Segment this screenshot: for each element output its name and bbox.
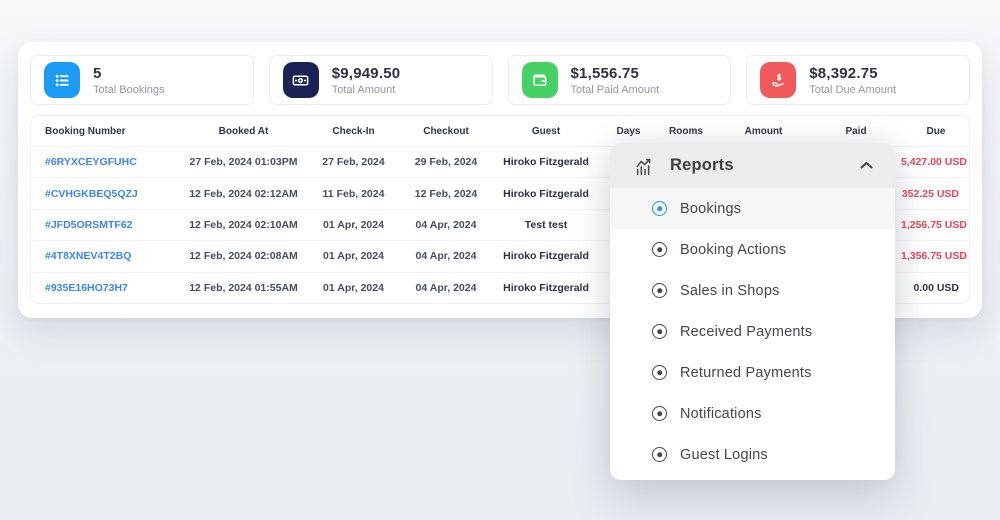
radio-dot-icon (652, 406, 667, 421)
dropdown-menu-item[interactable]: Booking Actions (610, 229, 895, 270)
booked-at-cell: 12 Feb, 2024 02:12AM (189, 187, 298, 200)
stat-card-total-amount: $9,949.50 Total Amount (268, 55, 493, 105)
dropdown-item-label: Notifications (680, 405, 762, 422)
dropdown-item-label: Returned Payments (680, 364, 812, 381)
stat-card-total-due: $8,392.75 Total Due Amount (746, 55, 970, 105)
radio-dot-icon (652, 242, 667, 257)
due-cell: 1,356.75 USD (901, 250, 967, 263)
dropdown-item-label: Booking Actions (680, 241, 787, 258)
dropdown-item-label: Sales in Shops (680, 282, 780, 299)
checkout-cell: 04 Apr, 2024 (415, 218, 477, 231)
due-cell: 352.25 USD (901, 187, 959, 200)
checkout-cell: 12 Feb, 2024 (414, 187, 478, 200)
table-column-header: Booking Number (45, 126, 126, 137)
table-column-header: Guest (531, 126, 561, 137)
table-row: #CVHGKBEQ5QZJ 12 Feb, 2024 02:12AM 11 Fe… (31, 177, 969, 208)
check-in-cell: 01 Apr, 2024 (323, 281, 384, 294)
dropdown-menu-item[interactable]: Sales in Shops (610, 270, 895, 311)
table-column-header: Amount (744, 126, 783, 137)
booking-number-link[interactable]: #6RYXCEYGFUHC (45, 156, 137, 169)
dropdown-item-label: Bookings (680, 200, 742, 217)
guest-cell: Hiroko Fitzgerald (503, 250, 589, 263)
table-body: #6RYXCEYGFUHC 27 Feb, 2024 01:03PM 27 Fe… (31, 146, 969, 303)
radio-dot-icon (652, 365, 667, 380)
stat-value: $9,949.50 (331, 64, 401, 82)
booked-at-cell: 12 Feb, 2024 02:08AM (189, 250, 298, 263)
booking-number-link[interactable]: #JFD5ORSMTF62 (45, 218, 133, 231)
stat-value: 5 (93, 64, 102, 82)
stat-card-total-paid: $1,556.75 Total Paid Amount (507, 55, 732, 105)
guest-cell: Test test (524, 218, 568, 231)
radio-dot-icon (652, 324, 667, 339)
guest-cell: Hiroko Fitzgerald (503, 187, 589, 200)
table-column-header: Check-In (332, 126, 375, 137)
table-column-header: Rooms (669, 126, 703, 137)
stat-value: $1,556.75 (570, 64, 640, 82)
chart-icon (634, 155, 656, 177)
list-icon (44, 62, 80, 98)
table-row: #935E16HO73H7 12 Feb, 2024 01:55AM 01 Ap… (31, 271, 969, 303)
hand-dollar-icon (760, 62, 797, 98)
dropdown-menu-item[interactable]: Returned Payments (610, 352, 895, 393)
table-row: #4T8XNEV4T2BQ 12 Feb, 2024 02:08AM 01 Ap… (31, 240, 969, 271)
wallet-icon (521, 62, 558, 98)
table-column-header: Paid (845, 126, 867, 137)
booked-at-cell: 12 Feb, 2024 01:55AM (189, 281, 298, 294)
stats-row: 5 Total Bookings $9,949.50 Total Amount (18, 42, 982, 115)
check-in-cell: 01 Apr, 2024 (323, 250, 384, 263)
dropdown-menu-item[interactable]: Received Payments (610, 311, 895, 352)
table-row: #JFD5ORSMTF62 12 Feb, 2024 02:10AM 01 Ap… (31, 208, 969, 240)
stat-label: Total Due Amount (809, 83, 897, 96)
dropdown-menu-item[interactable]: Notifications (610, 393, 895, 434)
booking-number-link[interactable]: #4T8XNEV4T2BQ (45, 250, 132, 263)
table-column-header: Booked At (218, 126, 269, 137)
chevron-up-icon (860, 161, 873, 170)
booked-at-cell: 12 Feb, 2024 02:10AM (189, 218, 298, 231)
radio-dot-icon (652, 201, 667, 216)
radio-dot-icon (652, 447, 667, 462)
table-column-header: Days (616, 126, 641, 137)
reports-dropdown-menu: Reports Bookings Booking Actions Sales i… (610, 143, 895, 480)
due-cell: 5,427.00 USD (901, 156, 967, 169)
booked-at-cell: 27 Feb, 2024 01:03PM (189, 156, 298, 169)
stat-label: Total Bookings (93, 83, 165, 96)
dropdown-menu-item[interactable]: Guest Logins (610, 434, 895, 475)
dropdown-title: Reports (670, 156, 734, 174)
booking-number-link[interactable]: #CVHGKBEQ5QZJ (45, 187, 138, 200)
stat-label: Total Amount (331, 83, 396, 96)
radio-dot-icon (652, 283, 667, 298)
dropdown-item-label: Received Payments (680, 323, 813, 340)
stat-value: $8,392.75 (809, 64, 878, 82)
table-column-header: Checkout (423, 126, 469, 137)
guest-cell: Hiroko Fitzgerald (503, 156, 589, 169)
due-cell: 1,256.75 USD (901, 218, 967, 231)
table-column-header: Due (926, 126, 946, 137)
check-in-cell: 11 Feb, 2024 (322, 187, 385, 200)
reports-dropdown-toggle[interactable]: Reports (610, 143, 895, 188)
table-header-row: Booking Number Booked At Check-In Checkout G… (31, 116, 969, 146)
dropdown-item-label: Guest Logins (680, 446, 768, 463)
due-cell: 0.00 USD (913, 281, 959, 294)
stat-card-total-bookings: 5 Total Bookings (30, 55, 254, 105)
stat-label: Total Paid Amount (570, 83, 660, 96)
checkout-cell: 29 Feb, 2024 (414, 156, 478, 169)
booking-number-link[interactable]: #935E16HO73H7 (45, 281, 128, 294)
check-in-cell: 01 Apr, 2024 (323, 218, 384, 231)
guest-cell: Hiroko Fitzgerald (503, 281, 589, 294)
table-row: #6RYXCEYGFUHC 27 Feb, 2024 01:03PM 27 Fe… (31, 146, 969, 177)
banknote-icon (282, 62, 319, 98)
checkout-cell: 04 Apr, 2024 (415, 250, 477, 263)
checkout-cell: 04 Apr, 2024 (415, 281, 477, 294)
check-in-cell: 27 Feb, 2024 (322, 156, 385, 169)
dropdown-menu-item[interactable]: Bookings (610, 188, 895, 229)
